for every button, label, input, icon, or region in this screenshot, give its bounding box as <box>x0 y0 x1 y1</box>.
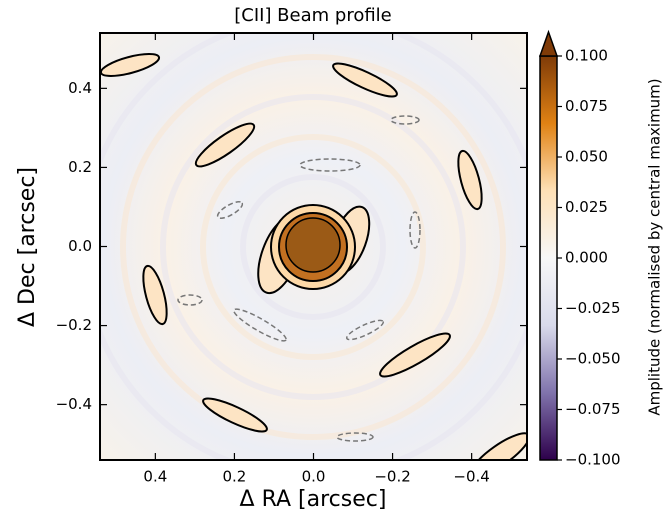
colorbar-tick-label: 0.025 <box>565 198 608 216</box>
x-axis-label: Δ RA [arcsec] <box>240 487 387 512</box>
y-tick-label: 0.2 <box>68 158 92 176</box>
y-axis-label: Δ Dec [arcsec] <box>15 167 40 327</box>
colorbar-label: Amplitude (normalised by central maximum… <box>646 78 664 415</box>
x-tick-label: 0.0 <box>302 468 326 486</box>
colorbar-tick-label: 0.000 <box>565 249 608 267</box>
colorbar-tick-label: −0.075 <box>565 400 621 418</box>
y-tick-label: −0.2 <box>56 316 92 334</box>
colorbar-tick-label: −0.025 <box>565 299 621 317</box>
y-tick-label: 0.4 <box>68 79 92 97</box>
x-tick-label: −0.2 <box>374 468 410 486</box>
x-tick-label: −0.4 <box>453 468 489 486</box>
chart-title: [CII] Beam profile <box>234 5 392 26</box>
colorbar-tick-label: −0.050 <box>565 350 621 368</box>
colorbar <box>539 55 558 461</box>
y-tick-label: 0.0 <box>68 237 92 255</box>
x-tick-label: 0.4 <box>143 468 167 486</box>
colorbar-tick-label: 0.075 <box>565 97 608 115</box>
colorbar-extend <box>538 29 559 57</box>
colorbar-tick-label: 0.050 <box>565 148 608 166</box>
beam-image <box>100 33 527 460</box>
colorbar-tick-label: −0.100 <box>565 451 621 469</box>
x-tick-label: 0.2 <box>222 468 246 486</box>
colorbar-tick-label: 0.100 <box>565 47 608 65</box>
y-tick-label: −0.4 <box>56 395 92 413</box>
